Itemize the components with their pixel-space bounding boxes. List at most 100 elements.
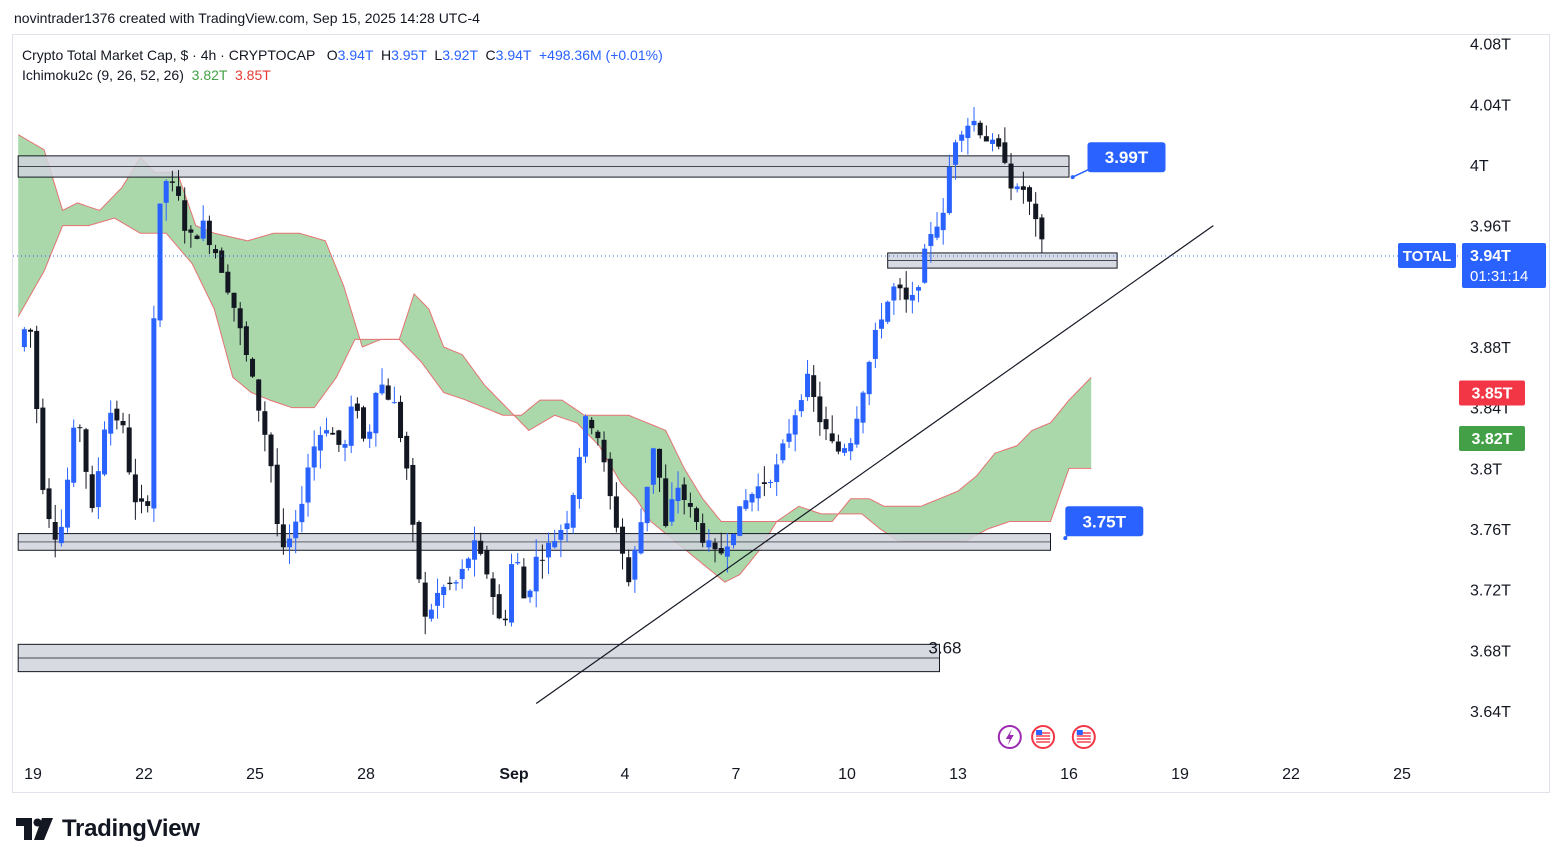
candle-body-68 <box>441 586 447 596</box>
candle-body-126 <box>798 400 804 412</box>
candle-body-40 <box>268 434 274 467</box>
candle-body-36 <box>243 326 249 356</box>
candle-body-80 <box>515 561 521 564</box>
legend-indicator-value-1: 3.82T <box>191 67 228 83</box>
x-tick-label-11: 22 <box>1282 766 1300 783</box>
candle-body-61 <box>398 401 404 439</box>
candle-body-145 <box>916 287 922 291</box>
author-line: novintrader1376 created with TradingView… <box>14 10 480 26</box>
candle-body-2 <box>34 330 40 410</box>
candle-body-62 <box>404 435 410 469</box>
candle-body-118 <box>749 494 755 503</box>
legend-change: +498.36M (+0.01%) <box>539 47 663 63</box>
y-tick-label-2: 4T <box>1470 158 1489 175</box>
candle-body-17 <box>126 427 132 473</box>
candle-body-163 <box>1027 187 1033 202</box>
candle-body-70 <box>453 582 459 584</box>
candle-body-136 <box>860 392 866 423</box>
candle-body-57 <box>373 392 379 434</box>
candle-body-143 <box>903 287 909 300</box>
candle-body-127 <box>805 373 811 398</box>
y-tick-label-6: 3.8T <box>1470 461 1502 478</box>
candle-body-11 <box>89 474 95 509</box>
candle-body-52 <box>342 444 348 448</box>
ichimoku-red-badge-label: 3.85T <box>1472 386 1513 403</box>
candle-body-150 <box>946 166 952 214</box>
legend-indicator-row: Ichimoku2c (9, 26, 52, 26) 3.82T 3.85T <box>22 65 663 85</box>
y-tick-label-8: 3.72T <box>1470 583 1511 600</box>
candle-body-29 <box>200 220 206 239</box>
candle-body-31 <box>213 249 219 254</box>
us-flag-canton-1 <box>1036 730 1043 735</box>
callout-box-2 <box>1065 506 1144 537</box>
candle-body-43 <box>287 538 293 548</box>
x-tick-label-1: 22 <box>135 766 153 783</box>
legend-open-label: O <box>326 47 338 63</box>
x-tick-label-4: Sep <box>499 766 529 783</box>
candle-body-141 <box>891 286 897 301</box>
legend-indicator-value-2: 3.85T <box>234 67 271 83</box>
candle-body-95 <box>607 458 613 497</box>
candle-body-74 <box>478 540 484 554</box>
y-tick-label-7: 3.76T <box>1470 522 1511 539</box>
candle-body-25 <box>176 186 182 196</box>
callout-label-2: 3.75T <box>1083 512 1127 531</box>
candle-body-128 <box>811 375 817 398</box>
candle-body-148 <box>934 226 940 238</box>
candle-body-93 <box>595 431 601 439</box>
candle-body-119 <box>755 486 761 499</box>
callout-label-1: 3.99T <box>1105 148 1149 167</box>
legend-indicator-name[interactable]: Ichimoku2c (9, 26, 52, 26) <box>22 67 184 83</box>
candle-body-54 <box>354 403 360 411</box>
legend-symbol[interactable]: Crypto Total Market Cap, $ · 4h · CRYPTO… <box>22 47 316 63</box>
candle-body-103 <box>657 448 663 478</box>
candle-body-46 <box>305 467 311 503</box>
candle-body-41 <box>274 464 280 525</box>
ichimoku-cloud <box>18 134 1092 583</box>
candle-body-129 <box>817 396 823 423</box>
x-tick-label-12: 25 <box>1393 766 1411 783</box>
candle-body-51 <box>336 430 342 445</box>
candle-body-85 <box>546 542 552 558</box>
candle-body-131 <box>829 433 835 442</box>
candle-body-86 <box>552 541 558 548</box>
candle-body-144 <box>909 294 915 301</box>
y-tick-label-0: 4.08T <box>1470 37 1511 54</box>
candle-body-147 <box>928 234 934 247</box>
candle-body-99 <box>632 549 638 580</box>
legend-high-label: H <box>380 47 392 63</box>
candle-body-72 <box>465 558 471 568</box>
candle-body-109 <box>694 508 700 523</box>
candle-body-4 <box>46 488 52 520</box>
candle-body-10 <box>83 429 89 472</box>
candle-body-8 <box>71 427 77 483</box>
candle-body-9 <box>77 427 83 429</box>
candle-body-79 <box>509 564 515 623</box>
candle-body-87 <box>558 529 564 540</box>
candle-body-15 <box>114 408 120 421</box>
tradingview-logo[interactable]: TradingView <box>16 815 200 843</box>
x-tick-label-3: 28 <box>357 766 375 783</box>
candle-body-76 <box>490 578 496 598</box>
y-tick-label-4: 3.88T <box>1470 340 1511 357</box>
candle-body-121 <box>768 482 774 484</box>
candle-body-19 <box>139 498 145 502</box>
candle-body-102 <box>650 448 656 485</box>
candle-body-23 <box>163 181 169 203</box>
candle-body-160 <box>1008 163 1014 189</box>
candle-body-157 <box>990 139 996 144</box>
candle-body-158 <box>996 138 1002 147</box>
candle-body-120 <box>761 482 767 484</box>
chart-frame <box>12 34 1550 793</box>
candle-body-78 <box>502 618 508 621</box>
candle-body-27 <box>188 229 194 233</box>
candle-body-132 <box>835 441 841 452</box>
candle-body-30 <box>206 220 212 246</box>
candle-body-56 <box>367 431 373 439</box>
candle-body-151 <box>953 142 959 165</box>
candle-body-149 <box>940 212 946 231</box>
candle-body-113 <box>718 547 724 554</box>
candle-body-3 <box>40 407 46 490</box>
chart-legend: Crypto Total Market Cap, $ · 4h · CRYPTO… <box>22 45 663 85</box>
